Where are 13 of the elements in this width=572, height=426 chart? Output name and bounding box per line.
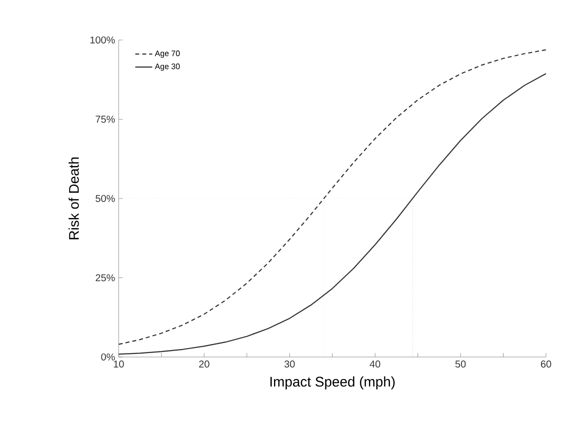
y-axis-title: Risk of Death xyxy=(68,158,79,240)
x-tick-label: 20 xyxy=(199,360,210,368)
y-tick-label: 50% xyxy=(96,194,115,202)
x-axis-title: Impact Speed (mph) xyxy=(270,376,395,390)
x-tick-label: 50 xyxy=(455,360,466,368)
x-tick-label: 60 xyxy=(540,360,552,368)
x-tick-label: 10 xyxy=(114,360,124,368)
y-tick-label: 25% xyxy=(96,274,115,282)
y-tick-label: 75% xyxy=(96,116,115,123)
y-tick-label: 0% xyxy=(101,353,115,361)
x-tick-label: 30 xyxy=(284,360,295,368)
y-tick-label: 100% xyxy=(90,36,115,44)
x-tick-label: 40 xyxy=(370,360,380,368)
